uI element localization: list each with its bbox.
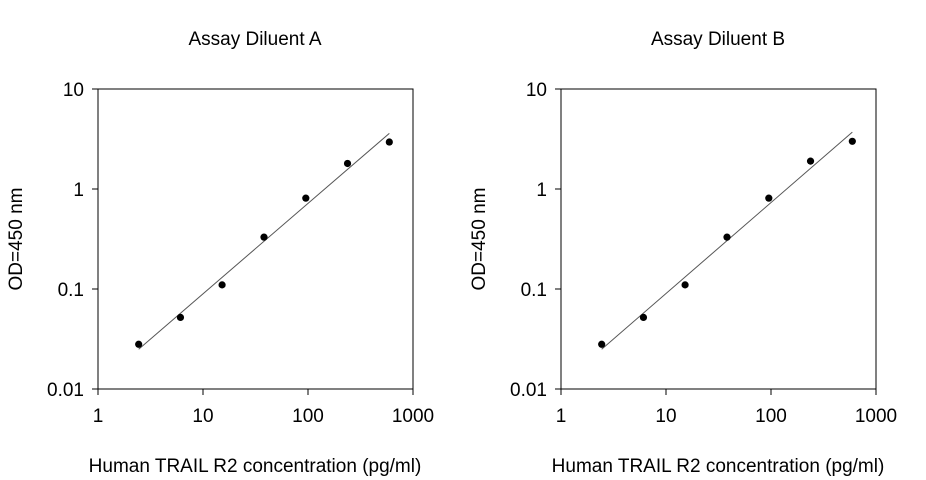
data-point [343,159,352,168]
y-tick-label: 10 [63,80,84,101]
x-tick-label: 1000 [855,406,897,427]
y-axis-label: OD=450 nm [469,188,490,291]
data-point [135,340,143,348]
x-tick-label: 1000 [392,406,434,427]
chart-panel-a: Assay Diluent A 10 1 0.1 0.01 1 10 100 1000 OD=45… [6,29,434,477]
data-point [681,281,689,289]
x-axis-label: Human TRAIL R2 concentration (pg/ml) [552,456,885,477]
x-tick-label: 1 [93,406,104,427]
chart-panel-b: Assay Diluent B 10 1 0.1 0.01 1 10 100 1000 OD=45… [469,29,897,477]
data-point [176,313,185,321]
x-tick-label: 100 [292,406,324,427]
x-tick-label: 100 [755,406,787,427]
x-tick-label: 10 [192,406,213,427]
data-point [385,138,393,146]
data-point [806,157,815,165]
fit-line [138,132,390,350]
data-point [260,233,268,241]
data-point [765,194,773,202]
y-tick-label: 1 [536,180,547,201]
data-point [848,137,856,145]
chart-title: Assay Diluent A [188,29,321,50]
y-tick-label: 10 [526,80,547,101]
data-point [639,313,648,321]
y-axis-label: OD=450 nm [6,188,27,291]
data-point [723,233,731,241]
data-point [302,194,310,202]
plot-frame [97,88,414,390]
chart-title: Assay Diluent B [651,29,785,50]
y-tick-label: 0.01 [510,380,547,401]
x-axis-label: Human TRAIL R2 concentration (pg/ml) [89,456,422,477]
y-tick-label: 0.1 [58,280,84,301]
plot-frame [560,88,877,390]
y-tick-label: 0.1 [521,280,547,301]
x-tick-label: 1 [556,406,567,427]
y-tick-label: 0.01 [47,380,84,401]
y-tick-label: 1 [73,180,84,201]
data-point [218,281,226,289]
x-tick-label: 10 [655,406,676,427]
data-point [598,340,606,348]
